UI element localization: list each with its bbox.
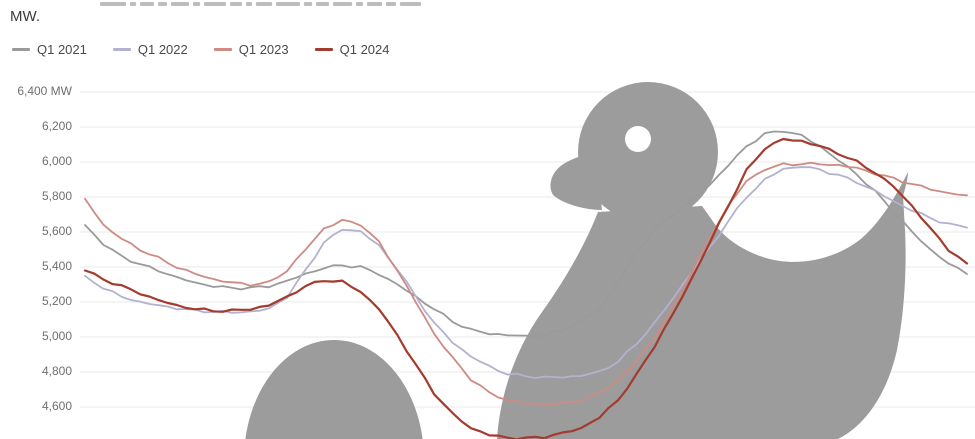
- legend-item-q1-2024[interactable]: Q1 2024: [314, 42, 390, 57]
- duck-body-shape: [497, 172, 908, 439]
- duck-wave-shape: [245, 340, 423, 439]
- duck-beak-shape: [550, 154, 602, 210]
- y-axis-unit-label: MW.: [10, 8, 40, 25]
- legend-item-q1-2021[interactable]: Q1 2021: [12, 42, 87, 57]
- cropped-title-fragments: [100, 0, 620, 7]
- legend-label: Q1 2023: [238, 42, 289, 57]
- legend-label: Q1 2024: [339, 42, 390, 57]
- y-axis-tick-label: 5,000: [41, 329, 72, 343]
- y-axis-tick-label: 5,200: [41, 294, 72, 308]
- legend-item-q1-2023[interactable]: Q1 2023: [213, 42, 289, 57]
- legend-label: Q1 2022: [137, 42, 188, 57]
- series-line-q1-2024: [83, 137, 969, 439]
- series-line-q1-2023: [84, 161, 968, 406]
- legend: Q1 2021 Q1 2022 Q1 2023 Q1 2024: [12, 42, 390, 57]
- legend-swatch-icon: [314, 48, 333, 51]
- duck-head-shape: [578, 82, 718, 222]
- legend-label: Q1 2021: [37, 42, 87, 57]
- y-axis-tick-label: 6,000: [41, 154, 72, 168]
- y-axis-tick-label: 5,400: [41, 259, 72, 273]
- duck-eye-icon: [625, 126, 651, 152]
- y-axis-tick-label: 6,200: [41, 119, 72, 133]
- duck-watermark: [245, 82, 908, 439]
- legend-swatch-icon: [12, 48, 30, 51]
- y-axis-tick-label: 5,600: [41, 224, 72, 238]
- legend-swatch-icon: [213, 48, 232, 51]
- series-line-q1-2022: [84, 166, 968, 379]
- legend-swatch-icon: [112, 48, 131, 51]
- y-axis-tick-label: 6,400 MW: [17, 84, 72, 98]
- legend-item-q1-2022[interactable]: Q1 2022: [112, 42, 188, 57]
- y-axis-tick-label: 5,800: [41, 189, 72, 203]
- y-axis-tick-label: 4,800: [41, 364, 72, 378]
- y-axis-tick-label: 4,600: [41, 399, 72, 413]
- series-lines: [83, 130, 969, 439]
